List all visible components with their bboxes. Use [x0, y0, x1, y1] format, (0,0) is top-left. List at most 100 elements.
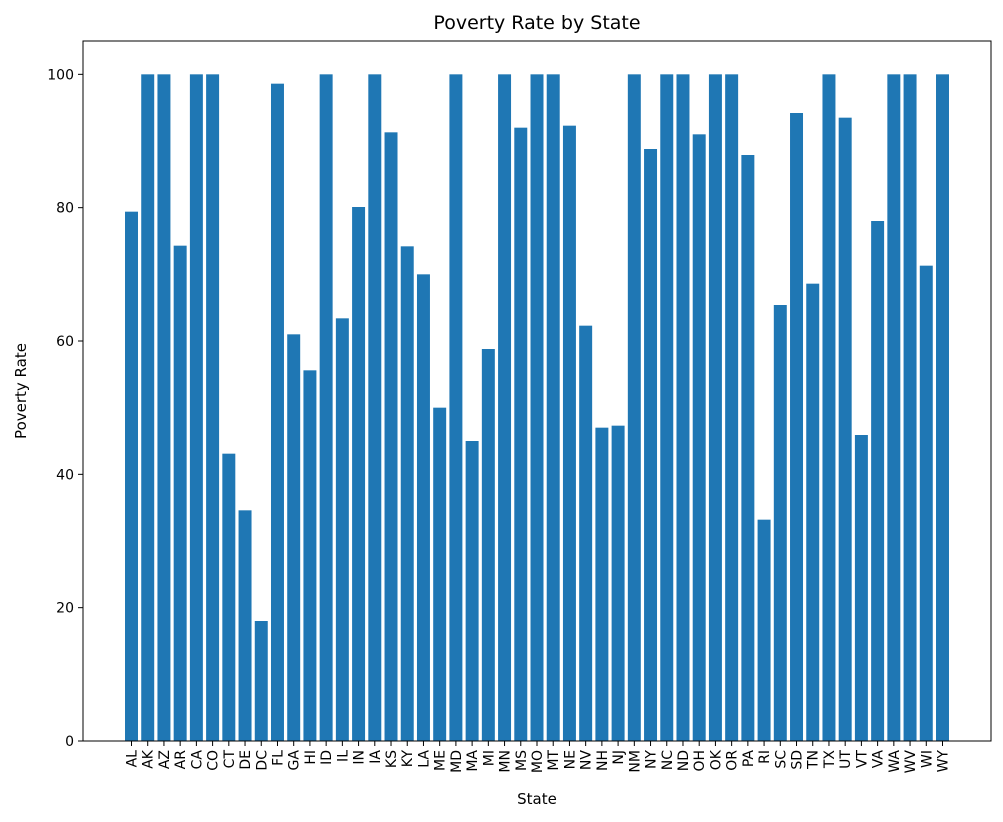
- x-tick-label-ak: AK: [141, 749, 157, 769]
- y-tick-label-40: 40: [56, 467, 74, 483]
- y-axis: 0 20 40 60 80 100: [47, 67, 83, 750]
- bar-nm: [627, 74, 641, 741]
- bar-ak: [141, 74, 155, 741]
- x-tick-label-co: CO: [206, 750, 222, 771]
- x-tick-label-wv: WV: [903, 750, 919, 774]
- bar-dc: [254, 621, 268, 741]
- bar-ok: [708, 74, 722, 741]
- x-tick-label-nj: NJ: [611, 750, 627, 765]
- bar-nd: [676, 74, 690, 741]
- x-tick-label-ia: IA: [368, 750, 384, 764]
- y-tick-label-60: 60: [56, 334, 74, 350]
- bar-pa: [741, 155, 755, 741]
- bar-ga: [287, 334, 301, 741]
- x-tick-label-nh: NH: [595, 750, 611, 771]
- x-tick-label-ct: CT: [222, 750, 238, 769]
- x-tick-label-pa: PA: [741, 750, 757, 768]
- x-tick-label-ga: GA: [287, 750, 303, 771]
- bar-oh: [692, 134, 706, 741]
- x-tick-label-nd: ND: [676, 750, 692, 771]
- x-tick-label-ny: NY: [644, 750, 660, 769]
- bar-in: [352, 207, 366, 741]
- chart-title: Poverty Rate by State: [433, 12, 640, 34]
- bar-nj: [611, 425, 625, 741]
- bar-sc: [773, 305, 787, 741]
- bar-wy: [936, 74, 949, 741]
- bar-co: [206, 74, 220, 741]
- bar-nv: [579, 325, 593, 741]
- bar-wv: [903, 74, 917, 741]
- x-tick-label-tx: TX: [822, 750, 838, 770]
- x-tick-label-vt: VT: [854, 750, 870, 769]
- bar-mo: [530, 74, 544, 741]
- x-tick-label-hi: HI: [303, 750, 319, 765]
- x-tick-label-or: OR: [725, 750, 741, 771]
- bar-id: [319, 74, 333, 741]
- x-tick-label-sc: SC: [773, 750, 789, 769]
- bar-ar: [173, 245, 187, 742]
- x-tick-label-ms: MS: [514, 750, 530, 771]
- bar-la: [416, 274, 430, 741]
- bar-ri: [757, 519, 771, 741]
- x-tick-label-de: DE: [238, 750, 254, 770]
- x-tick-label-va: VA: [871, 750, 887, 769]
- bar-ia: [368, 74, 382, 741]
- x-tick-label-oh: OH: [692, 750, 708, 772]
- x-axis-label: State: [517, 790, 557, 808]
- bar-ut: [838, 117, 852, 742]
- bar-ma: [465, 441, 479, 741]
- bar-sd: [790, 113, 804, 741]
- bar-ne: [562, 125, 576, 742]
- x-tick-label-ar: AR: [173, 750, 189, 770]
- x-tick-label-mn: MN: [498, 750, 514, 773]
- y-tick-label-100: 100: [47, 67, 74, 83]
- x-tick-label-az: AZ: [157, 750, 173, 769]
- x-tick-label-tn: TN: [806, 750, 822, 770]
- bar-az: [157, 74, 171, 741]
- bar-il: [335, 318, 349, 741]
- bar-wa: [887, 74, 901, 741]
- x-tick-label-nv: NV: [579, 750, 595, 770]
- bar-ct: [222, 453, 236, 741]
- x-tick-label-sd: SD: [790, 750, 806, 770]
- x-tick-label-wi: WI: [919, 750, 935, 768]
- bar-ca: [189, 74, 203, 741]
- bar-vt: [854, 435, 868, 741]
- x-tick-label-ok: OK: [708, 749, 724, 770]
- x-tick-label-il: IL: [335, 750, 351, 762]
- bar-md: [449, 74, 463, 741]
- x-tick-label-id: ID: [319, 750, 335, 765]
- x-tick-label-me: ME: [433, 750, 449, 771]
- bar-mn: [498, 74, 512, 741]
- y-tick-label-0: 0: [65, 734, 74, 750]
- y-axis-label: Poverty Rate: [12, 343, 30, 439]
- x-tick-label-ky: KY: [400, 750, 416, 768]
- x-tick-label-ne: NE: [562, 750, 578, 769]
- bar-al: [125, 211, 138, 742]
- x-tick-label-nc: NC: [660, 750, 676, 770]
- plot-frame: [82, 40, 992, 742]
- bar-tx: [822, 74, 836, 741]
- x-tick-label-mo: MO: [530, 750, 546, 773]
- x-tick-label-fl: FL: [270, 750, 286, 766]
- x-axis: AL AK AZ AR CA CO CT DE DC FL GA HI ID IL IN IA KS KY LA ME…: [125, 741, 952, 773]
- bar-va: [871, 221, 885, 741]
- bar-ky: [400, 246, 414, 741]
- bar-ks: [384, 132, 398, 741]
- x-tick-label-al: AL: [125, 750, 141, 768]
- x-tick-label-mt: MT: [546, 750, 562, 771]
- bar-tn: [806, 283, 820, 741]
- x-tick-label-mi: MI: [481, 750, 497, 766]
- x-tick-label-la: LA: [416, 750, 432, 768]
- y-tick-label-80: 80: [56, 201, 74, 217]
- bar-hi: [303, 370, 317, 741]
- x-tick-label-ca: CA: [189, 750, 205, 770]
- x-tick-label-ut: UT: [838, 750, 854, 769]
- bar-de: [238, 510, 252, 741]
- bar-wi: [919, 265, 933, 741]
- x-tick-label-md: MD: [449, 750, 465, 773]
- x-tick-label-in: IN: [352, 750, 368, 765]
- x-tick-label-wy: WY: [936, 750, 952, 773]
